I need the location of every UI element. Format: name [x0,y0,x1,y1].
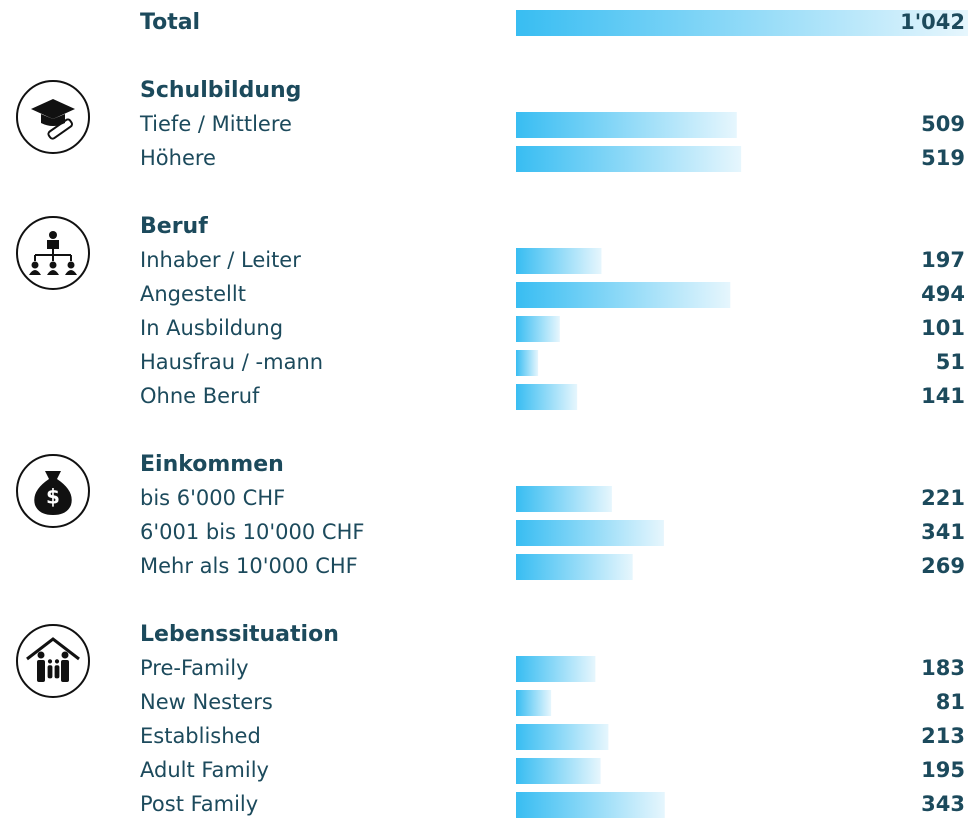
icon [47,270,59,275]
category-label: Post Family [140,792,258,816]
bar [516,792,665,818]
category-label: Ohne Beruf [140,384,260,408]
icon [47,659,53,664]
icon [47,240,59,249]
group-icon: $ [16,454,90,528]
icon [61,651,69,659]
icon [49,261,57,269]
icon [31,99,75,119]
category-label: Angestellt [140,282,246,306]
icon [34,249,72,261]
value-label: 183 [921,656,965,680]
value-label: 213 [921,724,965,748]
bar [516,724,609,750]
icon [37,660,45,682]
icon [67,261,75,269]
icon [47,118,73,140]
bar [516,486,612,512]
bar [516,554,633,580]
category-label: Tiefe / Mittlere [139,112,292,136]
value-label: 141 [921,384,965,408]
category-label: Adult Family [140,758,269,782]
bar [516,350,539,376]
bar [516,316,560,342]
category-label: Hausfrau / -mann [140,350,323,374]
bar [516,248,602,274]
bar [516,758,601,784]
group-label: Einkommen [140,452,284,477]
icon [49,231,57,239]
total-label: Total [140,10,200,35]
group-label: Beruf [140,214,208,239]
icon-circle [16,624,90,698]
category-label: New Nesters [140,690,273,714]
bar [516,282,731,308]
category-label: Höhere [140,146,216,170]
icon [65,270,77,275]
icon [61,660,69,682]
bar [516,690,552,716]
value-label: 195 [921,758,965,782]
bar [516,146,742,172]
icon [54,665,60,679]
category-label: Established [140,724,261,748]
category-label: Pre-Family [140,656,249,680]
value-label: 341 [921,520,965,544]
total-value: 1'042 [900,10,965,34]
value-label: 51 [936,350,965,374]
icon [26,637,80,661]
category-label: Inhaber / Leiter [140,248,301,272]
icon [37,651,45,659]
category-label: Mehr als 10'000 CHF [140,554,358,578]
icon [54,659,60,664]
category-label: bis 6'000 CHF [140,486,285,510]
value-label: 221 [921,486,965,510]
icon [41,114,65,126]
group-icon [16,624,90,698]
value-label: 343 [921,792,965,816]
bar [516,384,578,410]
value-label: 197 [921,248,965,272]
value-label: 269 [921,554,965,578]
value-label: 81 [936,690,965,714]
group-label: Schulbildung [140,78,301,103]
group-icon [16,216,90,290]
icon [29,270,41,275]
bar [516,656,596,682]
value-label: 519 [921,146,965,170]
category-label: 6'001 bis 10'000 CHF [140,520,364,544]
group-icon [16,80,90,154]
value-label: 101 [921,316,965,340]
bar [516,520,664,546]
value-label: 494 [921,282,965,306]
icon [34,471,72,515]
bar [516,10,968,36]
category-label: In Ausbildung [140,316,283,340]
bar [516,112,737,138]
group-label: Lebenssituation [140,622,339,647]
icon: $ [46,485,60,509]
icon [31,261,39,269]
value-label: 509 [921,112,965,136]
icon [47,665,53,679]
